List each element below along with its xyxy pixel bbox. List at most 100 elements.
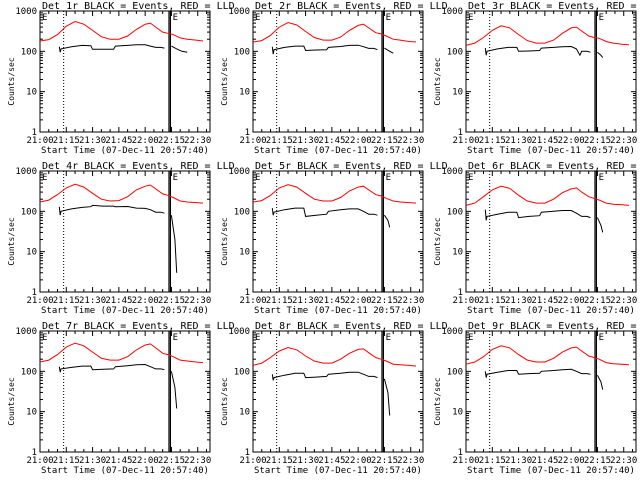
y-tick-label: 100 xyxy=(234,367,250,377)
event-marker-label: E xyxy=(42,13,47,23)
y-tick-label: 100 xyxy=(447,47,463,57)
plot-frame xyxy=(252,170,424,293)
y-tick-label: 1000 xyxy=(441,167,463,177)
x-tick-label: 22:15 xyxy=(584,136,611,146)
y-tick-label: 1000 xyxy=(441,327,463,337)
x-tick-label: 22:30 xyxy=(184,296,211,306)
plot-frame xyxy=(465,170,637,293)
panel-title: Det 3r BLACK = Events, RED = LLD xyxy=(468,1,640,12)
x-tick-label: 21:45 xyxy=(105,456,132,466)
x-tick-label: 21:15 xyxy=(266,136,293,146)
x-tick-label: 22:00 xyxy=(558,296,585,306)
series-events-line xyxy=(170,215,178,273)
x-tick-label: 22:15 xyxy=(158,136,185,146)
detector-panel-4: Det 4r BLACK = Events, RED = LLD 1 10 100 10… xyxy=(7,161,235,316)
x-tick-label: 22:30 xyxy=(610,296,637,306)
y-tick-label: 1000 xyxy=(228,167,250,177)
y-tick-label: 10 xyxy=(239,248,250,258)
x-axis-label: Start Time (07-Dec-11 20:57:40) xyxy=(254,146,422,156)
series-lld-line xyxy=(39,183,204,204)
x-tick-label: 21:30 xyxy=(505,136,532,146)
x-tick-label: 21:45 xyxy=(318,136,345,146)
x-tick-label: 21:30 xyxy=(79,136,106,146)
series-lld-line xyxy=(252,21,417,43)
x-tick-label: 22:15 xyxy=(371,456,398,466)
x-tick-label: 22:00 xyxy=(345,456,372,466)
plot-frame xyxy=(39,330,211,453)
series-events-line xyxy=(383,214,391,228)
plot-frame xyxy=(465,10,637,133)
y-tick-label: 10 xyxy=(239,408,250,418)
event-marker-label: E xyxy=(599,13,604,23)
x-tick-label: 22:00 xyxy=(132,296,159,306)
x-tick-label: 22:15 xyxy=(158,296,185,306)
x-tick-label: 22:00 xyxy=(345,136,372,146)
panel-title: Det 5r BLACK = Events, RED = LLD xyxy=(255,161,448,172)
y-tick-label: 100 xyxy=(234,47,250,57)
x-tick-label: 21:15 xyxy=(266,456,293,466)
event-marker-label: E xyxy=(173,333,178,343)
y-tick-label: 10 xyxy=(452,408,463,418)
detector-panel-1: Det 1r BLACK = Events, RED = LLD 1 10 100 10… xyxy=(7,1,235,156)
x-tick-label: 21:30 xyxy=(79,456,106,466)
series-events-line xyxy=(58,44,165,53)
x-tick-label: 22:30 xyxy=(397,136,424,146)
x-axis-label: Start Time (07-Dec-11 20:57:40) xyxy=(254,306,422,316)
series-events-line xyxy=(484,209,591,221)
x-tick-label: 22:15 xyxy=(371,296,398,306)
x-axis-label: Start Time (07-Dec-11 20:57:40) xyxy=(467,306,635,316)
event-marker-label: E xyxy=(386,13,391,23)
y-axis-label: Counts/sec xyxy=(7,377,16,425)
series-events-line xyxy=(596,217,604,233)
y-tick-label: 10 xyxy=(26,248,37,258)
y-tick-label: 100 xyxy=(21,47,37,57)
panel-title: Det 7r BLACK = Events, RED = LLD xyxy=(42,321,235,332)
series-lld-line xyxy=(465,345,630,366)
x-tick-label: 21:30 xyxy=(79,296,106,306)
series-lld-line xyxy=(252,346,417,367)
y-axis-label: Counts/sec xyxy=(220,217,229,265)
series-events-line xyxy=(170,371,178,409)
x-tick-label: 22:00 xyxy=(132,136,159,146)
detector-panel-5: Det 5r BLACK = Events, RED = LLD 1 10 100 10… xyxy=(220,161,448,316)
x-tick-label: 22:15 xyxy=(371,136,398,146)
series-lld-line xyxy=(465,25,630,46)
detector-panel-3: Det 3r BLACK = Events, RED = LLD 1 10 100 10… xyxy=(433,1,640,156)
x-tick-label: 21:00 xyxy=(26,456,53,466)
panel-title: Det 2r BLACK = Events, RED = LLD xyxy=(255,1,448,12)
x-tick-label: 21:45 xyxy=(318,296,345,306)
event-marker-label: E xyxy=(468,333,473,343)
detector-panel-7: Det 7r BLACK = Events, RED = LLD 1 10 100 10… xyxy=(7,321,235,476)
y-axis-label: Counts/sec xyxy=(433,217,442,265)
y-tick-label: 1 xyxy=(458,448,463,458)
y-tick-label: 1 xyxy=(245,128,250,138)
x-axis-label: Start Time (07-Dec-11 20:57:40) xyxy=(467,466,635,476)
x-tick-label: 22:30 xyxy=(397,456,424,466)
x-tick-label: 22:15 xyxy=(158,456,185,466)
event-marker-label: E xyxy=(255,173,260,183)
x-tick-label: 21:45 xyxy=(105,136,132,146)
series-events-line xyxy=(271,371,378,381)
y-tick-label: 1000 xyxy=(228,7,250,17)
panel-title: Det 9r BLACK = Events, RED = LLD xyxy=(468,321,640,332)
event-marker-label: E xyxy=(42,333,47,343)
plot-frame xyxy=(252,330,424,453)
series-lld-line xyxy=(465,185,630,206)
y-axis-label: Counts/sec xyxy=(7,217,16,265)
x-tick-label: 21:30 xyxy=(292,456,319,466)
y-tick-label: 1 xyxy=(32,128,37,138)
x-tick-label: 21:00 xyxy=(26,136,53,146)
event-marker-label: E xyxy=(255,13,260,23)
x-tick-label: 21:30 xyxy=(505,296,532,306)
x-tick-label: 21:00 xyxy=(239,136,266,146)
detector-panel-6: Det 6r BLACK = Events, RED = LLD 1 10 100 10… xyxy=(433,161,640,316)
x-tick-label: 22:30 xyxy=(397,296,424,306)
y-tick-label: 1 xyxy=(245,288,250,298)
x-tick-label: 21:45 xyxy=(531,136,558,146)
series-lld-line xyxy=(252,184,417,204)
event-marker-label: E xyxy=(386,333,391,343)
x-axis-label: Start Time (07-Dec-11 20:57:40) xyxy=(41,146,209,156)
y-axis-label: Counts/sec xyxy=(7,57,16,105)
plot-frame xyxy=(39,10,211,133)
event-marker-label: E xyxy=(599,173,604,183)
